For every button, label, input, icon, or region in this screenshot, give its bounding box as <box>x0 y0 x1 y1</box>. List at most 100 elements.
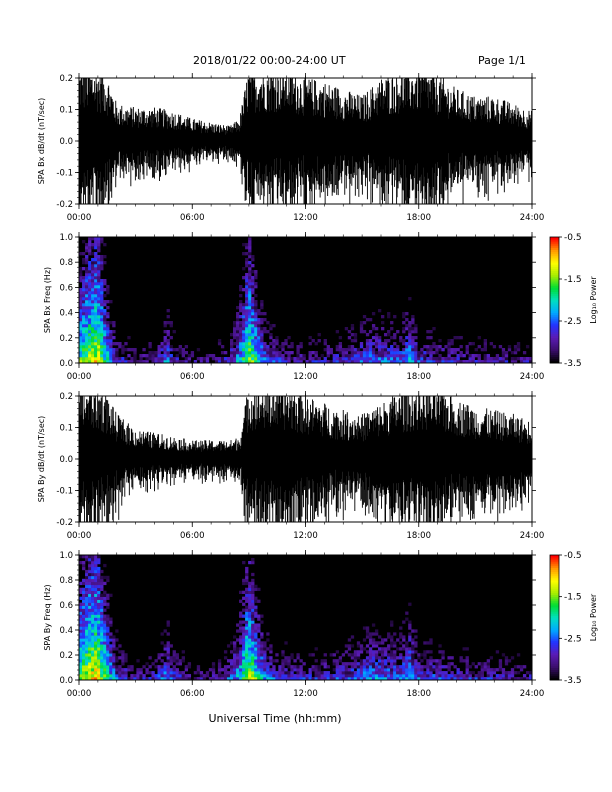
spectrogram-cell <box>381 653 385 657</box>
spectrogram-cell <box>257 599 261 603</box>
spectrogram-cell <box>489 342 494 346</box>
spectrogram-cell <box>112 665 116 669</box>
spectrogram-cell <box>387 348 391 352</box>
spectrogram-cell <box>507 659 512 663</box>
spectrogram-cell <box>82 339 86 343</box>
spectrogram-cell <box>296 668 300 672</box>
x-tick-label: 18:00 <box>407 372 432 382</box>
spectrogram-cell <box>230 351 234 355</box>
spectrogram-cell <box>109 342 113 346</box>
spectrogram-cell <box>302 671 306 675</box>
spectrogram-cell <box>91 635 95 639</box>
spectrogram-cell <box>233 348 237 352</box>
spectrogram-cell <box>211 665 216 669</box>
spectrogram-cell <box>245 330 249 334</box>
spectrogram-cell <box>233 677 237 681</box>
spectrogram-cell <box>408 668 412 672</box>
spectrogram-cell <box>88 560 92 565</box>
spectrogram-cell <box>344 650 349 654</box>
spectrogram-cell <box>353 354 358 358</box>
spectrogram-cell <box>239 614 243 618</box>
colorbar-swatch <box>550 575 559 579</box>
spectrogram-cell <box>396 677 400 681</box>
spectrogram-cell <box>350 668 355 672</box>
spectrogram-cell <box>91 560 95 565</box>
spectrogram-cell <box>230 360 234 364</box>
spectrogram-cell <box>245 644 249 648</box>
spectrogram-cell <box>359 351 364 355</box>
spectrogram-cell <box>85 593 89 597</box>
spectrogram-cell <box>254 611 258 615</box>
spectrogram-cell <box>257 342 261 346</box>
spectrogram-cell <box>103 261 107 265</box>
spectrogram-cell <box>94 596 98 600</box>
spectrogram-cell <box>374 677 379 681</box>
spectrogram-cell <box>338 351 343 355</box>
spectrogram-cell <box>100 258 104 262</box>
spectrogram-cell <box>109 635 113 639</box>
spectrogram-cell <box>205 354 210 358</box>
spectrogram-cell <box>335 357 340 361</box>
spectrogram-cell <box>426 360 430 364</box>
spectrogram-cell <box>393 653 397 657</box>
spectrogram-cell <box>88 240 92 244</box>
spectrogram-cell <box>266 671 270 675</box>
spectrogram-cell <box>522 351 527 355</box>
spectrogram-cell <box>438 674 442 678</box>
spectrogram-cell <box>438 339 442 343</box>
spectrogram-cell <box>396 330 400 334</box>
spectrogram-cell <box>124 653 128 657</box>
spectrogram-cell <box>79 644 83 648</box>
spectrogram-cell <box>97 255 101 259</box>
spectrogram-cell <box>447 674 451 678</box>
colorbar-tick-label: -1.5 <box>564 593 582 603</box>
spectrogram-cell <box>275 351 279 355</box>
spectrogram-cell <box>91 294 95 298</box>
spectrogram-cell <box>251 312 255 316</box>
spectrogram-cell <box>148 351 152 355</box>
spectrogram-cell <box>245 258 249 262</box>
spectrogram-cell <box>405 357 409 361</box>
spectrogram-cell <box>498 659 503 663</box>
spectrogram-cell <box>127 336 131 340</box>
spectrogram-cell <box>269 360 273 364</box>
spectrogram-cell <box>441 348 445 352</box>
spectrogram-cell <box>196 671 201 675</box>
spectrogram-cell <box>344 644 349 648</box>
spectrogram-cell <box>417 354 421 358</box>
spectrogram-cell <box>251 608 255 612</box>
spectrogram-cell <box>233 357 237 361</box>
spectrogram-cell <box>254 312 258 316</box>
spectrogram-cell <box>338 659 343 663</box>
spectrogram-cell <box>266 360 270 364</box>
spectrogram-cell <box>365 668 370 672</box>
spectrogram-cell <box>314 647 318 651</box>
spectrogram-cell <box>130 674 134 678</box>
spectrogram-cell <box>239 342 243 346</box>
colorbar-swatch <box>550 677 559 681</box>
spectrogram-cell <box>405 342 409 346</box>
spectrogram-cell <box>103 581 107 586</box>
spectrogram-cell <box>408 351 412 355</box>
spectrogram-cell <box>100 662 104 666</box>
spectrogram-cell <box>115 638 119 642</box>
spectrogram-cell <box>302 662 306 666</box>
spectrogram-cell <box>91 246 95 250</box>
spectrogram-cell <box>405 345 409 349</box>
spectrogram-cell <box>94 327 98 331</box>
colorbar-swatch <box>550 253 559 257</box>
spectrogram-cell <box>88 237 92 241</box>
spectrogram-cell <box>103 345 107 349</box>
spectrogram-cell <box>239 288 243 292</box>
spectrogram-cell <box>82 276 86 280</box>
colorbar-swatch <box>550 268 559 271</box>
x-tick-label: 06:00 <box>180 689 205 699</box>
y-tick-label: 0.0 <box>59 455 73 465</box>
spectrogram-cell <box>447 656 451 660</box>
x-tick-label: 12:00 <box>293 689 318 699</box>
spectrogram-cell <box>106 312 110 316</box>
spectrogram-cell <box>226 357 231 361</box>
spectrogram-cell <box>311 357 315 361</box>
spectrogram-cell <box>239 650 243 654</box>
spectrogram-cell <box>465 647 469 651</box>
